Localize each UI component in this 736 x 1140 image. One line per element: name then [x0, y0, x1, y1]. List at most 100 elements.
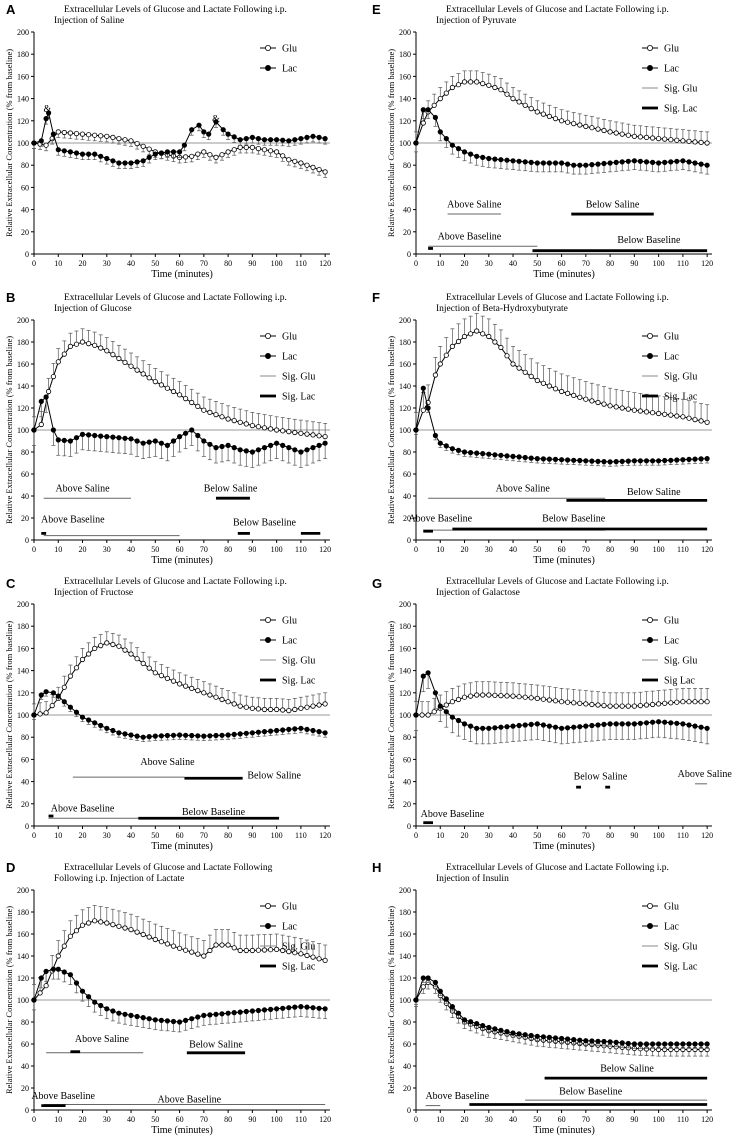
ph-data-point: [643, 1041, 650, 1047]
pa-x-tick-label: 40: [127, 259, 135, 268]
pg-data-point: [474, 692, 480, 698]
pc-data-point: [316, 728, 322, 735]
pa-data-point: [43, 116, 49, 122]
pg-data-point: [419, 712, 425, 718]
pf-data-point: [413, 427, 419, 433]
pd-data-point: [50, 966, 57, 972]
ph-data-point: [564, 1036, 571, 1042]
pb-legend-label: Sig. Lac: [282, 392, 316, 403]
pb-data-point: [31, 427, 37, 433]
pf-data-point: [583, 458, 589, 464]
pd-data-point: [134, 1013, 140, 1020]
pf-legend-label: Sig. Glu: [664, 372, 697, 383]
panel-g: G Extracellular Levels of Glucose and Lac…: [372, 576, 732, 852]
pb-annotation: Below Saline: [204, 484, 258, 495]
pd-data-point: [37, 990, 43, 996]
pa-data-point: [128, 160, 134, 166]
pe-data-point: [686, 159, 692, 165]
pf-y-tick-label: 0: [407, 536, 411, 545]
pg-y-tick-label: 80: [403, 733, 411, 742]
pd-x-tick-label: 40: [127, 1115, 135, 1124]
pf-data-point: [558, 457, 565, 463]
pd-annotation: Above Saline: [75, 1034, 130, 1045]
pf-x-tick-label: 60: [558, 545, 566, 554]
pd-y-tick-label: 80: [21, 1018, 29, 1027]
pb-title: Extracellular Levels of Glucose and Lact…: [64, 292, 287, 303]
pg-y-tick-label: 140: [399, 667, 411, 676]
pc-data-point: [164, 732, 170, 739]
pe-data-point: [420, 107, 426, 113]
pd-y-tick-label: 20: [21, 1084, 29, 1093]
pe-data-point: [534, 160, 540, 166]
pc-data-point: [298, 725, 304, 731]
pb-data-point: [73, 435, 80, 441]
pc-data-point: [207, 692, 213, 698]
pf-data-point: [619, 458, 625, 464]
pb-x-tick-label: 10: [54, 545, 62, 554]
pg-data-point: [643, 702, 650, 708]
pa-data-point: [310, 133, 316, 139]
pc-data-point: [79, 714, 86, 720]
pd-x-tick-label: 100: [271, 1115, 283, 1124]
pe-data-point: [625, 158, 631, 164]
pg-legend: Glu Lac Sig. Glu Sig Lac: [642, 616, 697, 687]
pe-data-point: [461, 79, 468, 85]
pd-data-point: [255, 1007, 261, 1014]
pf-data-point: [577, 457, 583, 464]
pg-data-point: [607, 703, 613, 709]
pa-legend-marker: [264, 45, 271, 52]
pb-x-tick-label: 30: [103, 545, 111, 554]
pf-annotation: Below Baseline: [542, 513, 606, 524]
pe-data-point: [613, 130, 619, 136]
pd-y-tick-label: 0: [25, 1106, 29, 1115]
pf-data-point: [522, 369, 528, 375]
pd-data-point: [310, 954, 316, 960]
pe-legend-label: Lac: [664, 64, 680, 75]
pg-data-point: [437, 703, 443, 709]
pf-annotation: Below Saline: [627, 487, 681, 498]
pf-data-point: [601, 458, 607, 465]
pa-data-point: [225, 131, 231, 137]
ph-x-tick-label: 50: [533, 1115, 541, 1124]
pb-data-point: [298, 449, 304, 455]
pe-data-point: [558, 118, 565, 124]
pa-data-point: [213, 119, 219, 125]
pg-data-point: [558, 699, 565, 705]
ph-y-tick-label: 20: [403, 1084, 411, 1093]
pd-data-point: [286, 948, 292, 955]
pg-y-tick-label: 40: [403, 778, 411, 787]
pb-series-lac: [31, 394, 328, 468]
pg-data-point: [686, 722, 692, 728]
pf-x-tick-label: 30: [485, 545, 493, 554]
pb-data-point: [50, 373, 57, 380]
pb-data-point: [86, 340, 92, 347]
ph-annotation: Above Baseline: [425, 1091, 489, 1102]
pg-y-tick-label: 0: [407, 822, 411, 831]
pe-data-point: [613, 159, 619, 165]
pb-data-point: [261, 444, 268, 451]
pa-legend-label: Glu: [282, 44, 297, 55]
pe-data-point: [637, 134, 644, 140]
ph-legend-marker: [647, 923, 654, 930]
pe-data-point: [692, 160, 698, 166]
pc-data-point: [201, 690, 207, 696]
pg-data-point: [516, 694, 522, 700]
pf-data-point: [461, 333, 468, 340]
pa-data-point: [189, 127, 195, 133]
pc-data-point: [43, 710, 49, 716]
pa-data-point: [195, 151, 201, 157]
pf-data-point: [583, 396, 589, 402]
pb-data-point: [128, 436, 134, 442]
pe-data-point: [486, 82, 492, 88]
pf-y-tick-label: 40: [403, 492, 411, 501]
pg-data-point: [528, 721, 534, 728]
ph-data-point: [692, 1041, 698, 1047]
pc-data-point: [267, 706, 274, 713]
pc-data-point: [146, 733, 152, 740]
pd-x-tick-label: 80: [224, 1115, 232, 1124]
pf-data-point: [498, 344, 504, 351]
pf-data-point: [516, 365, 522, 371]
pd-annotation: Above Baseline: [157, 1094, 221, 1105]
pe-data-point: [564, 161, 571, 167]
pf-data-point: [546, 456, 553, 462]
